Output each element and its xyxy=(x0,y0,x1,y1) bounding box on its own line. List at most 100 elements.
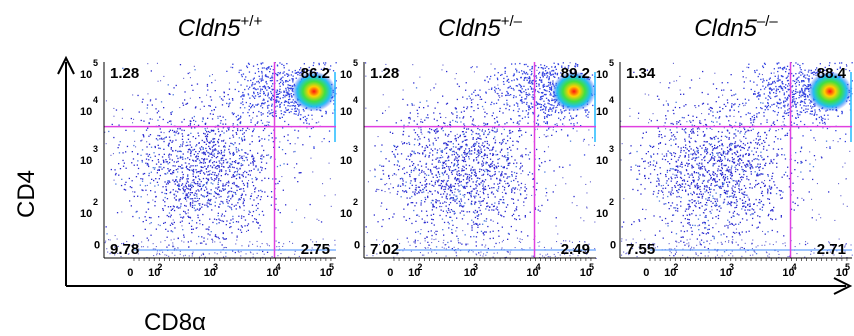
dot xyxy=(165,183,168,185)
dot xyxy=(527,154,530,156)
dot xyxy=(393,173,396,175)
dot xyxy=(171,208,173,210)
dot xyxy=(202,195,204,197)
dot xyxy=(415,187,417,189)
dot xyxy=(311,118,313,120)
dot xyxy=(478,207,480,209)
dot xyxy=(170,121,172,123)
dot xyxy=(158,168,160,171)
dot xyxy=(468,158,470,160)
dot xyxy=(150,234,152,236)
dot xyxy=(758,182,760,185)
dot xyxy=(224,146,226,148)
dot xyxy=(180,150,182,153)
dot xyxy=(463,116,465,118)
dot xyxy=(278,100,280,102)
dot xyxy=(526,94,528,96)
dot xyxy=(220,251,222,253)
dot xyxy=(252,243,254,245)
dot xyxy=(428,138,430,140)
dot xyxy=(211,166,214,168)
dot xyxy=(219,122,222,124)
dot xyxy=(229,153,231,155)
dot xyxy=(464,135,467,138)
dot xyxy=(122,165,125,167)
dot xyxy=(428,156,430,158)
dot xyxy=(221,159,223,161)
dot xyxy=(520,162,522,164)
dot xyxy=(218,130,220,133)
dot xyxy=(452,199,454,201)
dot xyxy=(132,122,134,124)
dot xyxy=(692,154,694,156)
dot xyxy=(480,150,482,152)
dot xyxy=(163,161,165,164)
dot xyxy=(265,162,268,164)
dot xyxy=(524,77,526,80)
dot xyxy=(466,145,468,147)
dot xyxy=(144,185,147,187)
dot xyxy=(485,244,487,246)
dot xyxy=(498,158,501,160)
dot xyxy=(183,77,185,79)
dot xyxy=(491,129,493,131)
dot xyxy=(539,79,541,81)
dot xyxy=(439,112,441,115)
dot xyxy=(397,161,399,163)
dot xyxy=(284,101,287,103)
dot xyxy=(472,251,474,253)
dot xyxy=(219,134,222,136)
dot xyxy=(173,170,175,172)
dot xyxy=(502,201,504,204)
dot xyxy=(491,87,493,89)
dot xyxy=(451,228,453,231)
dot xyxy=(438,179,440,181)
dot xyxy=(456,121,458,123)
dot xyxy=(260,166,262,168)
dot xyxy=(512,75,515,77)
dot xyxy=(461,210,463,212)
dot xyxy=(233,153,235,155)
dot xyxy=(179,250,181,252)
dot xyxy=(493,137,495,140)
dot xyxy=(515,208,517,210)
dot xyxy=(141,180,144,182)
dot xyxy=(741,166,743,168)
dot xyxy=(471,123,473,125)
dot xyxy=(468,211,471,213)
dot xyxy=(513,89,515,91)
dot xyxy=(149,118,151,120)
dot xyxy=(142,134,144,136)
dot xyxy=(173,246,175,248)
dot xyxy=(221,140,223,142)
dot xyxy=(585,109,587,111)
dot xyxy=(213,109,215,111)
dot xyxy=(516,85,519,87)
dot xyxy=(396,254,398,256)
dot xyxy=(149,99,152,101)
dot xyxy=(511,198,513,200)
dot xyxy=(237,81,239,83)
dot xyxy=(445,144,447,146)
y-tick-label: 10 xyxy=(340,69,352,81)
dot xyxy=(299,69,301,71)
dot xyxy=(265,75,267,77)
dot xyxy=(556,74,558,76)
dot xyxy=(170,154,172,156)
dot xyxy=(230,142,232,144)
dot xyxy=(251,215,253,217)
dot xyxy=(217,236,219,238)
dot xyxy=(491,165,493,167)
dot xyxy=(521,91,523,94)
dot xyxy=(437,137,439,139)
dot xyxy=(499,110,501,112)
dot xyxy=(201,120,204,123)
dot xyxy=(421,218,423,220)
dot xyxy=(586,109,588,111)
dot xyxy=(506,177,508,179)
dot xyxy=(773,206,775,209)
dot xyxy=(276,99,278,101)
dot xyxy=(447,144,449,146)
dot xyxy=(220,170,223,172)
dot xyxy=(402,98,404,100)
